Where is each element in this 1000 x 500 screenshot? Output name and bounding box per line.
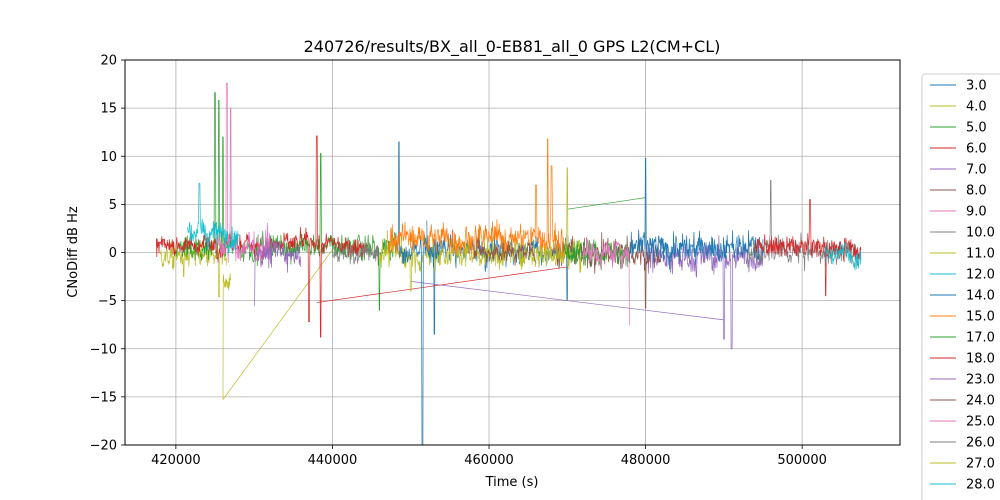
series-line: [155, 135, 369, 338]
legend-label: 3.0: [966, 79, 987, 94]
series-line: [394, 141, 443, 445]
legend-item: 27.0: [930, 457, 995, 472]
x-tick-label: 460000: [464, 453, 514, 468]
y-tick-label: 15: [100, 102, 117, 117]
series-23.0: [254, 236, 302, 306]
series-line: [629, 157, 764, 270]
x-axis-label: Time (s): [485, 475, 539, 490]
legend-item: 11.0: [930, 247, 995, 262]
legend-label: 23.0: [966, 373, 995, 388]
legend-label: 7.0: [966, 163, 987, 178]
series-connector: [567, 197, 646, 210]
series-9.0: [214, 82, 271, 263]
y-tick-label: 0: [109, 246, 117, 261]
legend-item: 26.0: [930, 436, 995, 451]
series-28.0: [825, 242, 862, 271]
series-24.0: [473, 239, 537, 266]
legend-item: 12.0: [930, 268, 995, 283]
legend-label: 24.0: [966, 394, 995, 409]
series-line: [222, 273, 232, 400]
legend-label: 17.0: [966, 331, 995, 346]
legend-label: 25.0: [966, 415, 995, 430]
legend-item: 24.0: [930, 394, 995, 409]
series-connector: [222, 249, 333, 400]
series-25.0: [582, 238, 630, 326]
legend-item: 23.0: [930, 373, 995, 388]
chart-title: 240726/results/BX_all_0-EB81_all_0 GPS L…: [304, 37, 721, 57]
series-12.0: [187, 182, 239, 255]
legend-label: 15.0: [966, 310, 995, 325]
y-tick-label: −10: [90, 342, 117, 357]
x-tick-label: 420000: [151, 453, 201, 468]
series-layer: [155, 82, 862, 445]
legend-label: 12.0: [966, 268, 995, 283]
legend-label: 14.0: [966, 289, 995, 304]
legend-label: 8.0: [966, 184, 987, 199]
tick-layer: 420000 440000 460000 480000 500000 −20 −15 −10 −…: [90, 54, 827, 469]
y-tick-label: −20: [90, 439, 117, 454]
series-connector: [316, 266, 568, 303]
series-line: [332, 241, 380, 265]
legend-item: 4.0: [930, 100, 987, 115]
legend-label: 5.0: [966, 121, 987, 136]
legend-label: 10.0: [966, 226, 995, 241]
legend-frame: [921, 73, 1000, 500]
legend-item: 8.0: [930, 184, 987, 199]
legend-item: 6.0: [930, 142, 987, 157]
series-line: [473, 239, 537, 266]
legend-item: 28.0: [930, 478, 995, 493]
legend-item: 17.0: [930, 331, 995, 346]
series-line: [187, 182, 239, 255]
y-axis-label: CNoDiff dB Hz: [66, 206, 81, 298]
legend-item: 9.0: [930, 205, 987, 220]
legend-label: 27.0: [966, 457, 995, 472]
legend-item: 18.0: [930, 352, 995, 367]
legend-item: 15.0: [930, 310, 995, 325]
legend-label: 26.0: [966, 436, 995, 451]
series-6.0: [155, 135, 568, 338]
legend-items: 3.0 4.0 5.0 6.0 7.0 8.0 9.0 10.0 11.0 12.0 14.0 15.…: [930, 79, 995, 493]
series-line: [582, 238, 630, 326]
y-tick-label: −15: [90, 390, 117, 405]
legend-label: 18.0: [966, 352, 995, 367]
series-line: [386, 138, 564, 258]
y-tick-label: 20: [100, 54, 117, 69]
legend-item: 5.0: [930, 121, 987, 136]
legend: 3.0 4.0 5.0 6.0 7.0 8.0 9.0 10.0 11.0 12.0 14.0 15.…: [921, 73, 1000, 500]
legend-item: 25.0: [930, 415, 995, 430]
legend-label: 11.0: [966, 247, 995, 262]
series-line: [825, 242, 862, 271]
series-line: [379, 167, 584, 292]
y-tick-label: 5: [109, 198, 117, 213]
series-connector: [410, 281, 724, 321]
series-11.0: [379, 167, 584, 292]
series-26.0: [332, 241, 380, 265]
legend-label: 28.0: [966, 478, 995, 493]
series-14.0: [394, 141, 764, 445]
y-tick-label: 10: [100, 150, 117, 165]
x-tick-label: 440000: [308, 453, 358, 468]
legend-label: 6.0: [966, 142, 987, 157]
legend-item: 14.0: [930, 289, 995, 304]
legend-item: 10.0: [930, 226, 995, 241]
x-tick-label: 480000: [621, 453, 671, 468]
legend-item: 7.0: [930, 163, 987, 178]
series-15.0: [386, 138, 564, 258]
y-tick-label: −5: [98, 294, 117, 309]
x-tick-label: 500000: [777, 453, 827, 468]
legend-item: 3.0: [930, 79, 987, 94]
series-27.0: [222, 273, 232, 400]
legend-label: 4.0: [966, 100, 987, 115]
series-line: [214, 82, 271, 263]
legend-label: 9.0: [966, 205, 987, 220]
series-line: [254, 236, 302, 306]
